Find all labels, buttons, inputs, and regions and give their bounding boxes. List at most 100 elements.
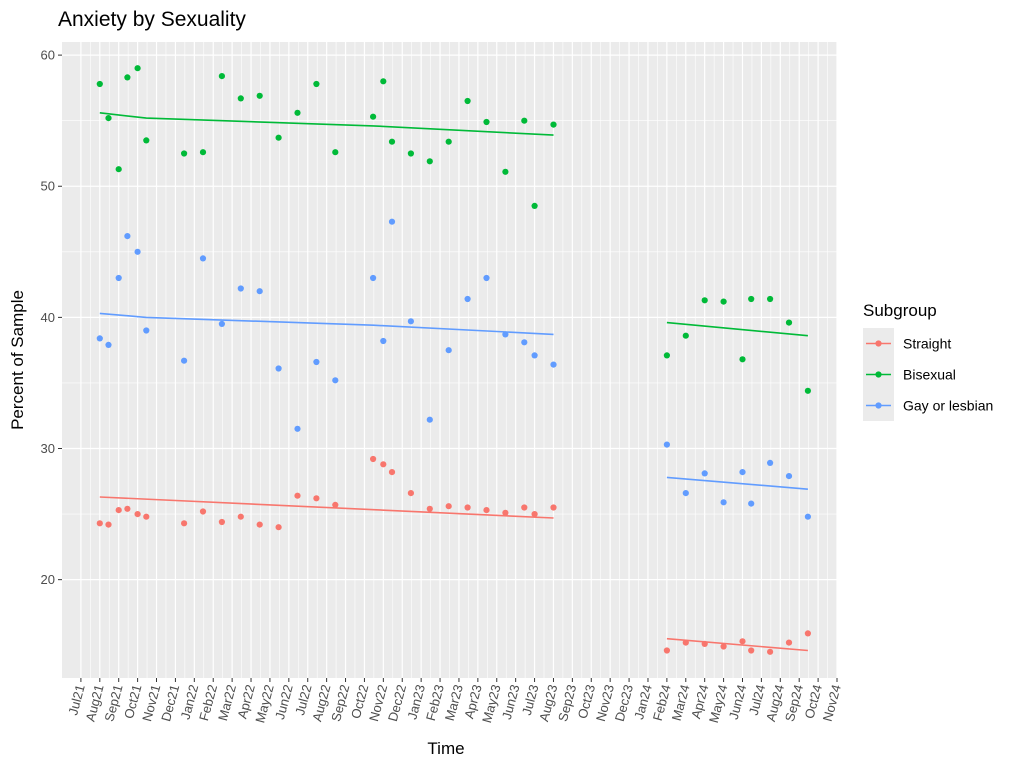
y-axis-title: Percent of Sample xyxy=(8,290,27,430)
point-gay-or-lesbian xyxy=(531,352,538,359)
point-bisexual xyxy=(483,118,490,126)
point-bisexual xyxy=(294,109,301,116)
point-gay-or-lesbian xyxy=(521,339,528,346)
point-bisexual xyxy=(785,319,793,326)
legend-label: Straight xyxy=(903,336,951,352)
point-gay-or-lesbian xyxy=(663,441,671,448)
point-straight xyxy=(445,503,452,510)
point-straight xyxy=(256,521,263,528)
point-gay-or-lesbian xyxy=(332,377,339,384)
point-bisexual xyxy=(380,78,387,85)
point-bisexual xyxy=(748,295,755,303)
point-gay-or-lesbian xyxy=(407,318,414,325)
point-gay-or-lesbian xyxy=(701,470,708,477)
point-bisexual xyxy=(332,149,339,156)
point-straight xyxy=(388,469,396,476)
point-bisexual xyxy=(464,97,471,105)
point-bisexual xyxy=(115,166,122,173)
point-gay-or-lesbian xyxy=(483,274,490,282)
point-gay-or-lesbian xyxy=(748,500,755,507)
point-gay-or-lesbian xyxy=(550,361,557,368)
point-bisexual xyxy=(181,150,188,157)
point-bisexual xyxy=(550,121,557,128)
point-straight xyxy=(407,490,414,497)
point-bisexual xyxy=(134,65,141,72)
point-bisexual xyxy=(701,297,708,304)
point-bisexual xyxy=(96,80,103,88)
point-gay-or-lesbian xyxy=(237,285,244,292)
point-gay-or-lesbian xyxy=(96,335,103,342)
point-gay-or-lesbian xyxy=(115,274,122,282)
point-gay-or-lesbian xyxy=(426,416,433,423)
legend: Subgroup Straight Bisexual Gay or lesbian xyxy=(863,301,993,421)
point-bisexual xyxy=(445,138,452,145)
point-gay-or-lesbian xyxy=(275,365,282,372)
point-straight xyxy=(804,630,812,637)
trend-line-gay-or-lesbian xyxy=(99,312,554,336)
point-gay-or-lesbian xyxy=(370,274,377,282)
legend-label: Bisexual xyxy=(903,367,956,383)
point-bisexual xyxy=(218,73,225,80)
point-bisexual xyxy=(502,168,509,175)
point-gay-or-lesbian xyxy=(739,469,746,476)
legend-item-gay-or-lesbian: Gay or lesbian xyxy=(863,390,993,421)
trend-line-gay-or-lesbian xyxy=(666,476,808,490)
point-bisexual xyxy=(767,295,774,303)
point-gay-or-lesbian xyxy=(218,320,225,327)
point-straight xyxy=(426,505,433,512)
point-gay-or-lesbian xyxy=(388,218,396,225)
point-gay-or-lesbian xyxy=(181,357,188,364)
point-gay-or-lesbian xyxy=(124,233,131,240)
point-bisexual xyxy=(663,352,671,359)
point-straight xyxy=(521,504,528,511)
y-tick-label: 30 xyxy=(41,441,55,456)
point-gay-or-lesbian xyxy=(804,513,812,520)
point-straight xyxy=(739,638,746,645)
point-straight xyxy=(682,639,689,646)
point-gay-or-lesbian xyxy=(294,425,301,432)
point-straight xyxy=(483,507,490,514)
legend-item-straight: Straight xyxy=(863,328,951,359)
trend-line-bisexual xyxy=(666,321,808,337)
point-straight xyxy=(313,495,320,502)
point-straight xyxy=(134,510,141,518)
point-bisexual xyxy=(370,113,377,120)
point-straight xyxy=(124,505,131,512)
point-bisexual xyxy=(521,117,528,124)
legend-item-bisexual: Bisexual xyxy=(863,359,956,390)
point-gay-or-lesbian xyxy=(502,331,509,338)
y-tick-label: 40 xyxy=(41,310,55,325)
point-straight xyxy=(332,501,339,508)
point-gay-or-lesbian xyxy=(199,255,207,262)
data-points xyxy=(96,65,812,655)
point-straight xyxy=(531,510,538,518)
point-bisexual xyxy=(739,356,746,363)
legend-label: Gay or lesbian xyxy=(903,398,993,414)
point-bisexual xyxy=(426,158,433,165)
point-bisexual xyxy=(720,298,727,305)
point-straight xyxy=(143,513,150,520)
point-straight xyxy=(294,492,301,499)
point-straight xyxy=(275,524,282,531)
legend-key-point xyxy=(875,371,882,378)
point-straight xyxy=(96,520,103,527)
point-bisexual xyxy=(531,202,538,209)
point-gay-or-lesbian xyxy=(464,295,471,303)
point-straight xyxy=(748,647,755,654)
point-bisexual xyxy=(407,150,414,157)
point-straight xyxy=(767,648,774,655)
point-bisexual xyxy=(275,134,282,141)
point-gay-or-lesbian xyxy=(380,337,387,345)
point-gay-or-lesbian xyxy=(682,490,689,497)
trend-line-bisexual xyxy=(99,112,554,136)
point-bisexual xyxy=(199,149,207,156)
point-straight xyxy=(720,643,727,650)
point-bisexual xyxy=(124,74,131,81)
point-gay-or-lesbian xyxy=(105,341,112,348)
point-straight xyxy=(785,639,793,646)
point-straight xyxy=(464,504,471,511)
point-bisexual xyxy=(388,138,396,145)
point-bisexual xyxy=(804,387,812,394)
point-gay-or-lesbian xyxy=(134,248,141,255)
